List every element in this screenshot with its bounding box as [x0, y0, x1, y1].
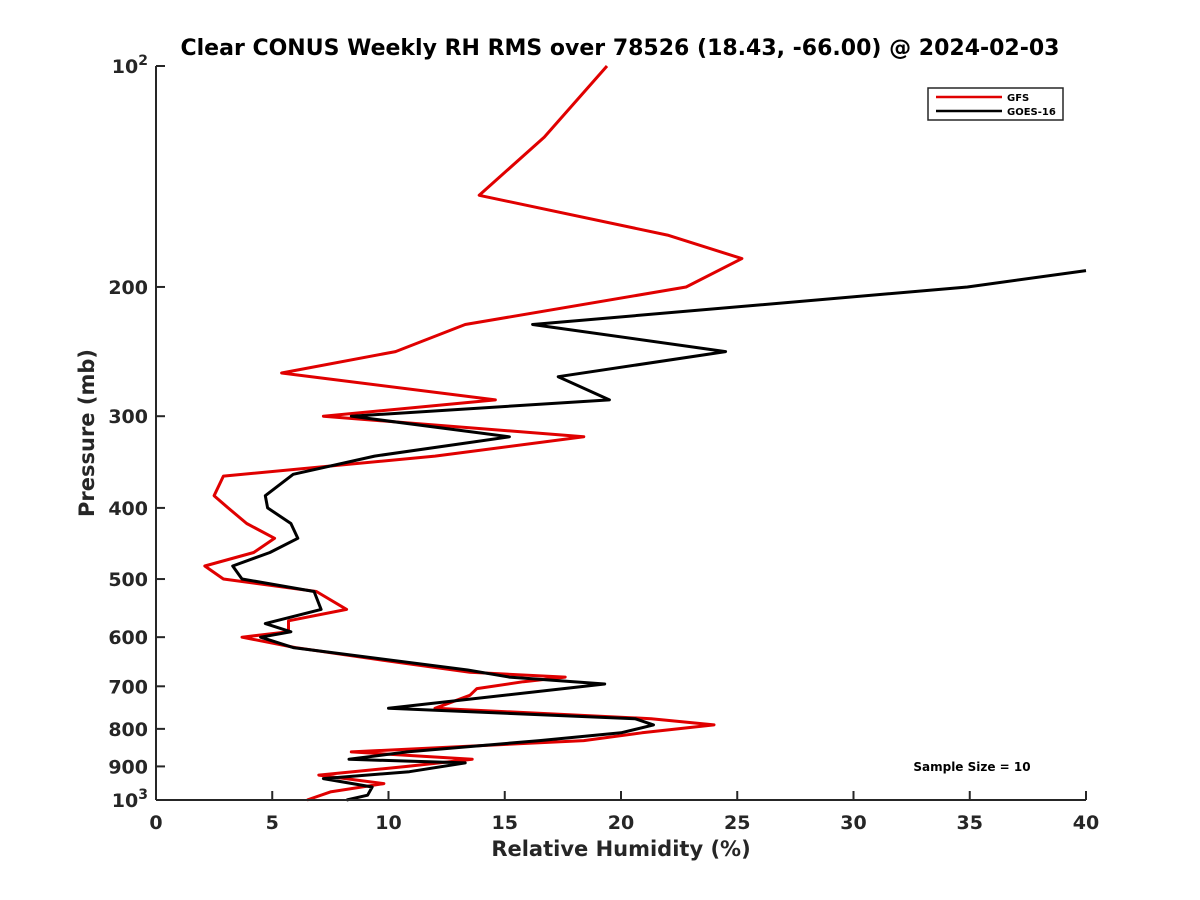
x-axis-label: Relative Humidity (%) [491, 837, 750, 861]
x-ticks: 0 5 10 15 20 25 30 35 40 [149, 791, 1099, 834]
y-tick-label: 600 [108, 627, 148, 649]
sample-size-annotation: Sample Size = 10 [913, 760, 1030, 774]
legend: GFS GOES-16 [927, 87, 1064, 121]
y-tick-label: 300 [108, 406, 148, 428]
x-tick-label: 5 [266, 812, 279, 834]
y-tick-label: 700 [108, 676, 148, 698]
legend-label-gfs: GFS [1007, 93, 1029, 104]
x-tick-label: 35 [957, 812, 983, 834]
y-tick-label: 900 [108, 756, 148, 778]
x-tick-label: 0 [149, 812, 162, 834]
legend-box [927, 87, 1064, 121]
y-tick-label: 200 [108, 277, 148, 299]
y-ticks: 102 200 300 400 500 600 700 800 900 103 [108, 53, 165, 812]
x-tick-label: 40 [1073, 812, 1099, 834]
series-layer [203, 65, 1087, 802]
y-tick-label: 800 [108, 719, 148, 741]
y-tick-label: 500 [108, 569, 148, 591]
x-tick-label: 25 [724, 812, 750, 834]
y-axis-label: Pressure (mb) [75, 349, 99, 517]
series-line-goes-16 [231, 269, 1087, 802]
legend-label-goes16: GOES-16 [1007, 107, 1056, 118]
x-tick-label: 15 [492, 812, 518, 834]
y-tick-label: 102 [112, 53, 148, 78]
x-tick-label: 20 [608, 812, 634, 834]
plot-axes [155, 66, 1086, 801]
series-line-gfs [203, 65, 744, 802]
chart-title: Clear CONUS Weekly RH RMS over 78526 (18… [181, 36, 1060, 61]
x-tick-label: 10 [375, 812, 401, 834]
y-tick-label: 103 [112, 787, 148, 812]
x-tick-label: 30 [840, 812, 866, 834]
y-tick-label: 400 [108, 498, 148, 520]
